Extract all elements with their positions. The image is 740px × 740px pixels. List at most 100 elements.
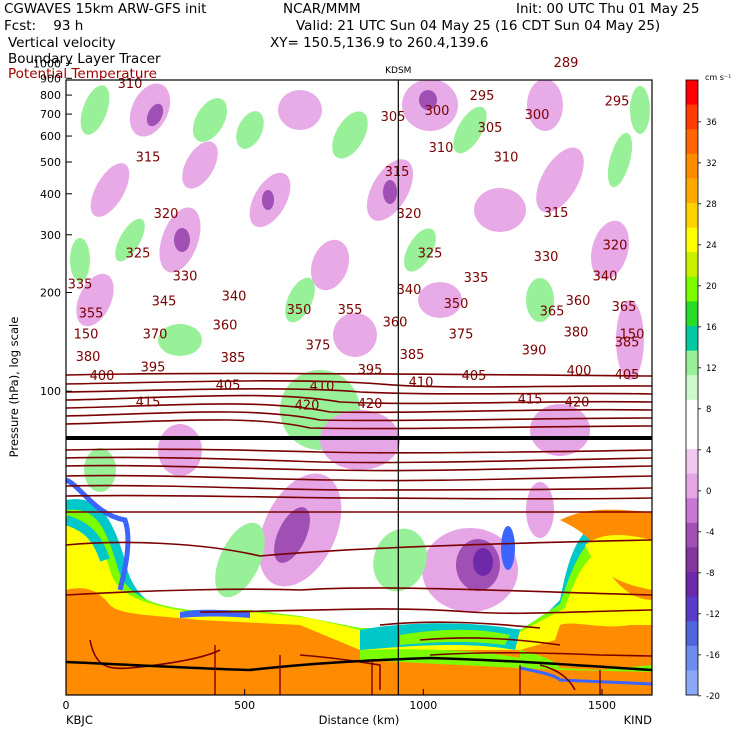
colorbar-swatch (686, 203, 698, 229)
y-tick-label: 400 (40, 188, 61, 201)
theta-contour-label: 150 (74, 327, 99, 342)
colorbar-label: 0 (706, 487, 711, 497)
theta-contour-label: 400 (567, 364, 592, 379)
valid-time: Valid: 21 UTC Sun 04 May 25 (16 CDT Sun … (296, 18, 661, 34)
theta-contour-label: 300 (425, 104, 450, 119)
theta-contour-label: 310 (429, 141, 454, 156)
theta-contour-label: 325 (126, 246, 151, 261)
theta-contour-label: 385 (400, 348, 425, 363)
colorbar-swatch (686, 80, 698, 106)
theta-contour-label: 355 (79, 306, 104, 321)
vertical-velocity-field (66, 80, 652, 695)
theta-contour-label: 360 (566, 294, 591, 309)
theta-contour-label: 330 (534, 250, 559, 265)
colorbar-swatch (686, 498, 698, 524)
theta-contour-label: 405 (462, 369, 487, 384)
theta-contour-label: 390 (522, 344, 547, 359)
theta-contour-label: 370 (143, 327, 168, 342)
colorbar-label: 16 (706, 323, 717, 333)
field-vertical-velocity: Vertical velocity (8, 35, 116, 51)
theta-contour-label: 305 (478, 121, 503, 136)
colorbar-swatch (686, 178, 698, 204)
theta-contour-label: 415 (136, 396, 161, 411)
theta-contour-label: 345 (152, 295, 177, 310)
colorbar-swatch (686, 670, 698, 696)
theta-contour-label: 365 (540, 305, 565, 320)
theta-contour-label: 360 (383, 316, 408, 331)
theta-contour-label: 405 (615, 368, 640, 383)
colorbar-swatch (686, 424, 698, 450)
colorbar-label: -8 (706, 569, 714, 579)
y-tick-label: 700 (40, 108, 61, 121)
colorbar-label: -12 (706, 610, 720, 620)
colorbar-swatch (686, 301, 698, 327)
field-potential-temperature: Potential Temperature (8, 66, 157, 82)
theta-contour-label: 315 (544, 206, 569, 221)
theta-contour-label: 400 (90, 369, 115, 384)
colorbar-label: 24 (706, 241, 717, 251)
theta-contour-label: 405 (216, 378, 241, 393)
colorbar-swatch (686, 104, 698, 130)
theta-contour-label: 315 (385, 165, 410, 180)
x-tick-label: 500 (234, 699, 255, 712)
theta-contour-label: 380 (76, 350, 101, 365)
colorbar-swatch (686, 572, 698, 598)
init-time: Init: 00 UTC Thu 01 May 25 (516, 1, 700, 17)
y-tick-label: 100 (40, 385, 61, 398)
theta-contour-label: 410 (409, 376, 434, 391)
theta-contour-label: 320 (603, 239, 628, 254)
colorbar-label: 36 (706, 118, 717, 128)
theta-contour-label: 420 (358, 397, 383, 412)
theta-contour-label: 355 (338, 303, 363, 318)
cross-section-endpoints: XY= 150.5,136.9 to 260.4,139.6 (270, 35, 489, 51)
plot-frame (65, 79, 653, 696)
theta-contour-label: 320 (397, 207, 422, 222)
theta-contour-label: 385 (615, 335, 640, 350)
y-axis: 100 200 300 400 500 600 700 800 900 1000 (33, 57, 72, 398)
y-tick-label: 800 (40, 89, 61, 102)
y-axis-label: Pressure (hPa), log scale (7, 317, 21, 458)
colorbar-swatch (686, 276, 698, 302)
x-tick-label: 1000 (409, 699, 437, 712)
organization: NCAR/MMM (283, 1, 361, 17)
theta-contour-label: 340 (593, 270, 618, 285)
model-title: CGWAVES 15km ARW-GFS init (4, 1, 207, 17)
theta-contour-label: 300 (525, 108, 550, 123)
y-tick-label: 600 (40, 130, 61, 143)
field-boundary-layer-tracer: Boundary Layer Tracer (8, 51, 161, 67)
colorbar-label: -4 (706, 528, 714, 538)
colorbar-swatch (686, 326, 698, 352)
left-station-label: KBJC (66, 713, 93, 727)
terrain-line (66, 656, 652, 672)
colorbar-label: 8 (706, 405, 711, 415)
theta-contour-label: 335 (68, 278, 93, 293)
y-tick-label: 500 (40, 156, 61, 169)
x-tick-label: 0 (63, 699, 70, 712)
colorbar-swatch (686, 375, 698, 401)
theta-contour-label: 315 (136, 150, 161, 165)
theta-contour-label: 320 (154, 207, 179, 222)
theta-contour-label: 310 (118, 77, 143, 92)
theta-contour-label: 410 (310, 380, 335, 395)
x-tick-label: 1500 (588, 699, 616, 712)
theta-contour-label: 350 (444, 297, 469, 312)
potential-temperature-contours (66, 372, 652, 691)
theta-contour-label: 395 (358, 363, 383, 378)
colorbar-swatch (686, 473, 698, 499)
theta-contour-label: 375 (306, 338, 331, 353)
colorbar-swatch (686, 252, 698, 278)
theta-contour-label: 305 (381, 110, 406, 125)
theta-contour-label: 360 (213, 318, 238, 333)
theta-contour-label: 420 (295, 399, 320, 414)
theta-contour-label: 325 (418, 246, 443, 261)
colorbar-swatch (686, 645, 698, 671)
colorbar-swatch (686, 399, 698, 425)
theta-contour-label: 350 (287, 303, 312, 318)
theta-contour-label: 150 (620, 327, 645, 342)
theta-contour-label: 395 (141, 360, 166, 375)
colorbar-swatch (686, 547, 698, 573)
colorbar-label: 4 (706, 446, 711, 456)
terrain-steps (214, 645, 601, 695)
y-tick-label: 900 (40, 72, 61, 85)
